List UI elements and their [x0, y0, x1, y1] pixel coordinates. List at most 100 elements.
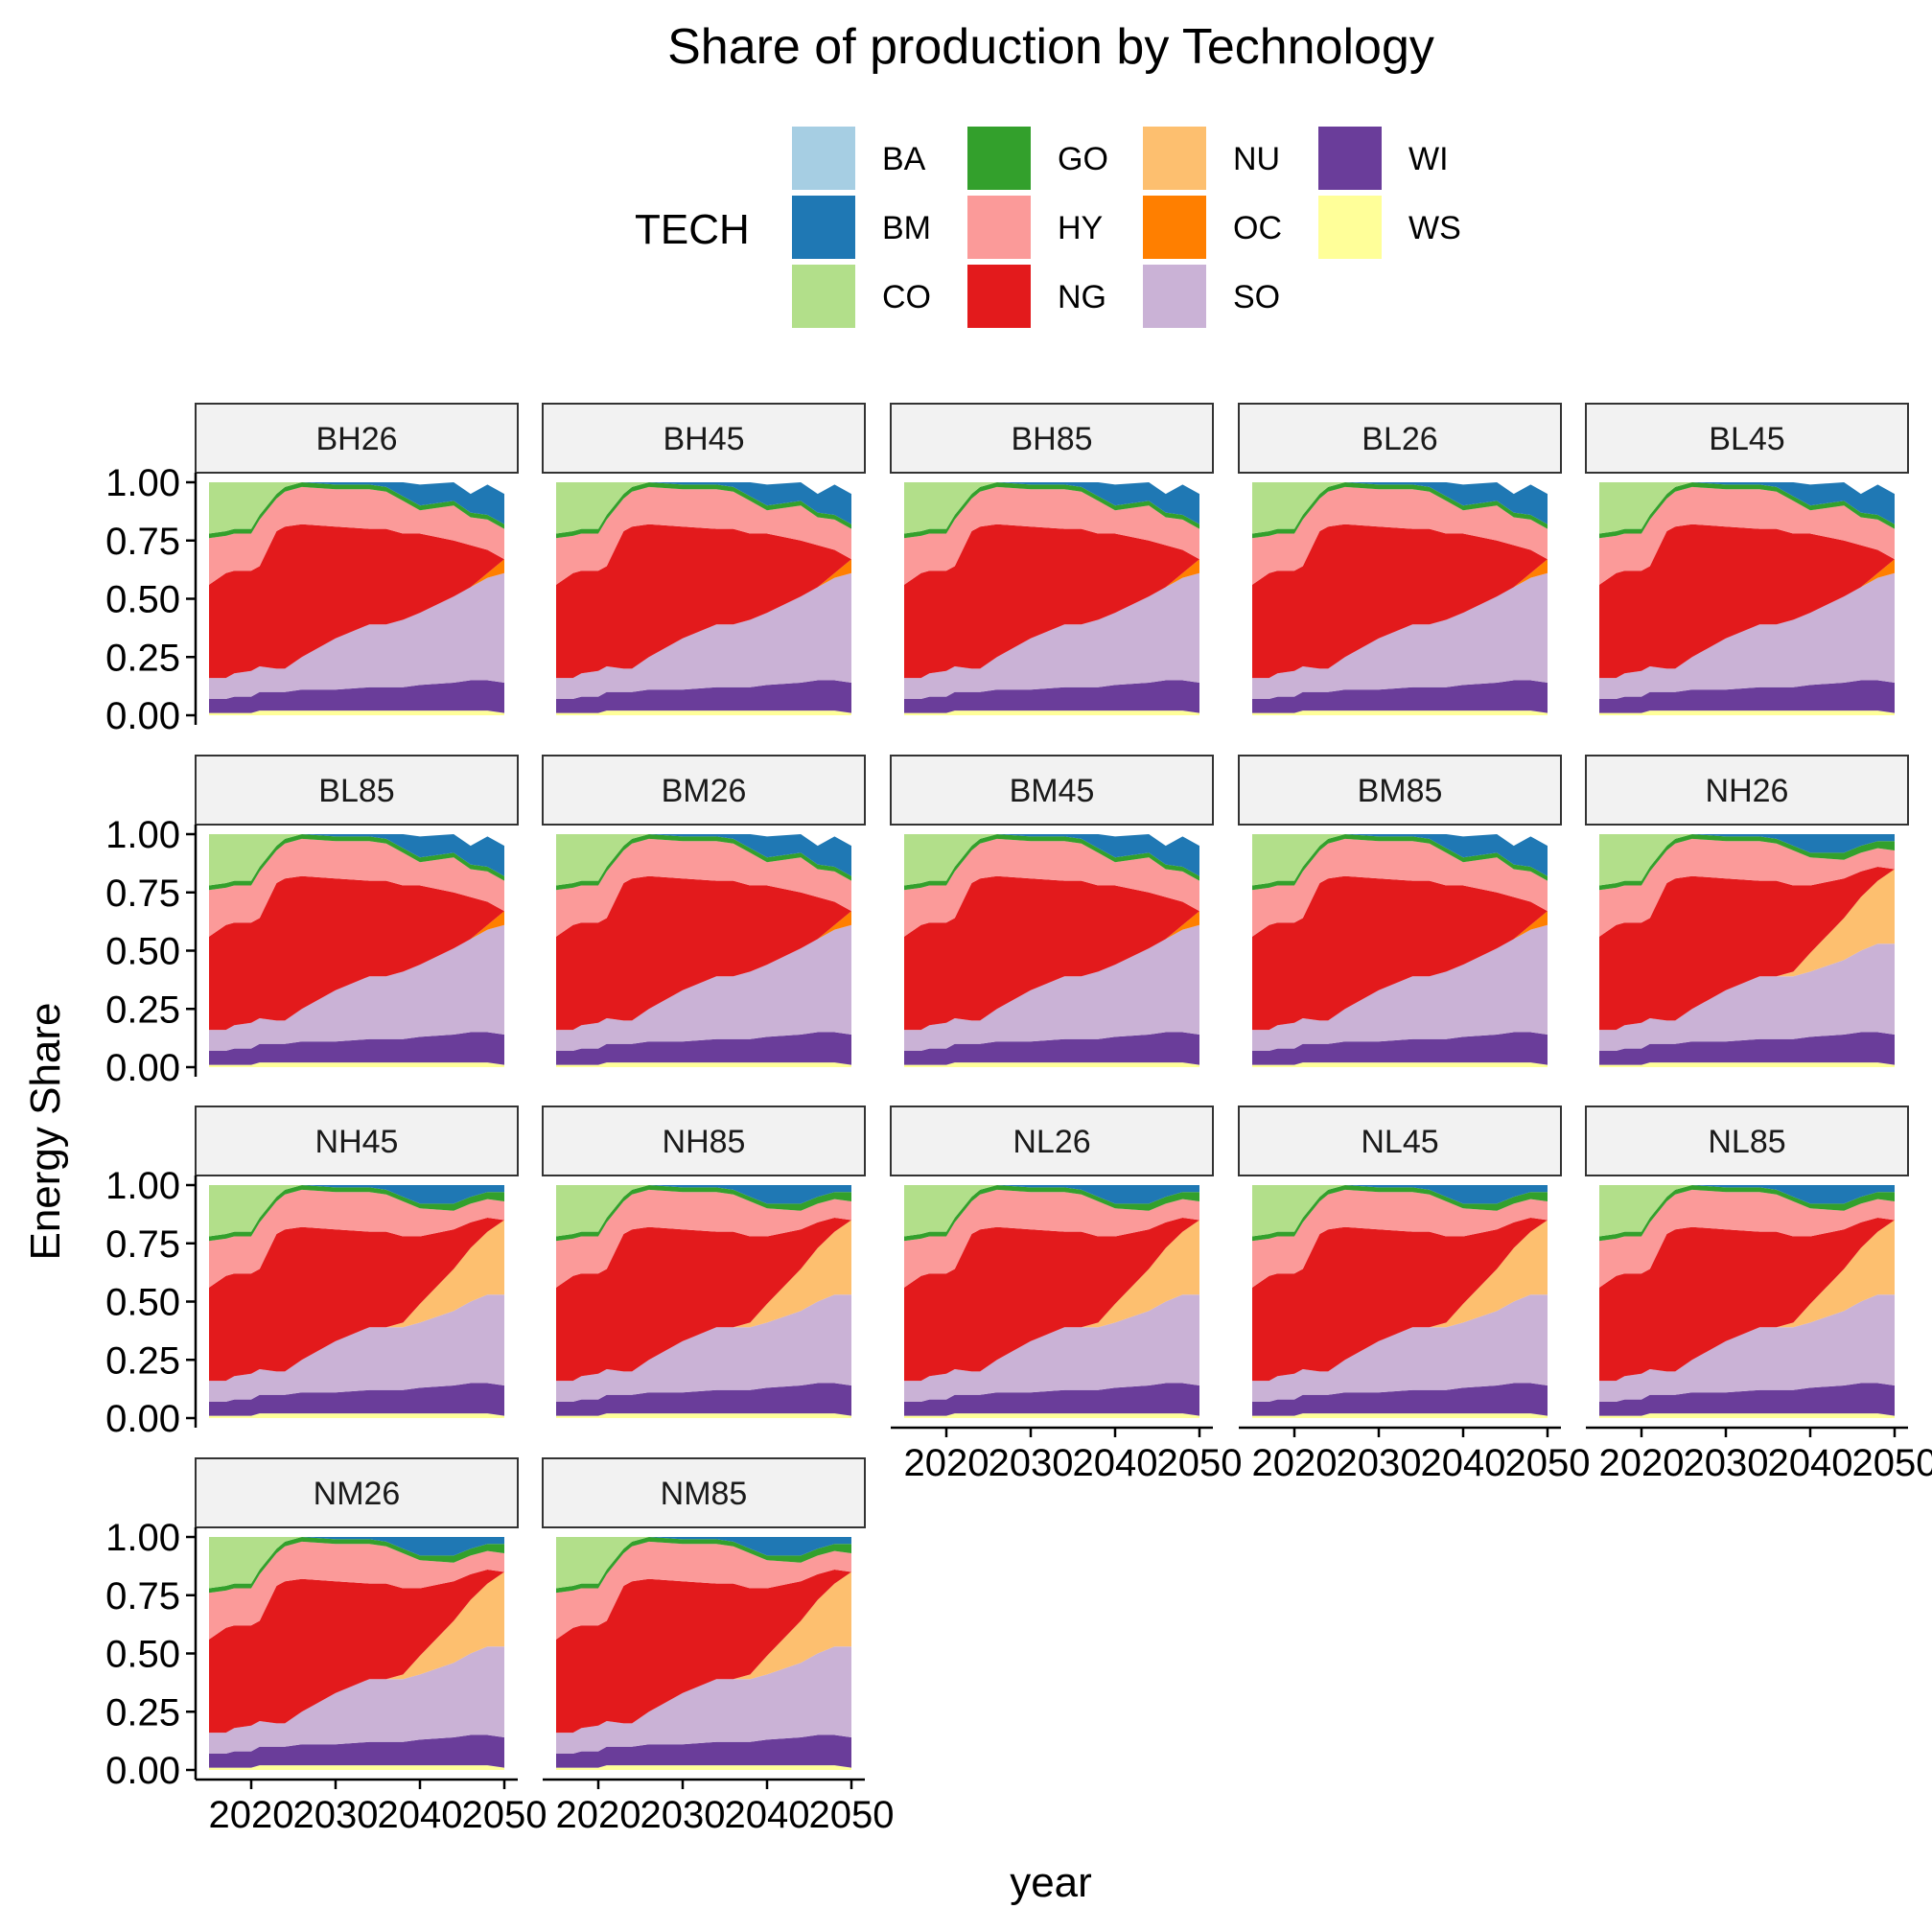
area-ng: [1252, 875, 1548, 1031]
area-co: [556, 482, 851, 534]
y-tick-label: 0.75: [105, 1223, 180, 1266]
legend-swatch-hy: [967, 196, 1031, 259]
area-go: [1599, 482, 1895, 539]
legend-item-nu: NU: [1143, 127, 1280, 190]
x-tick-label: 2020: [556, 1794, 641, 1836]
area-ws: [904, 1062, 1199, 1067]
y-tick-label: 0.50: [105, 1282, 180, 1324]
x-tick-label: 2030: [1337, 1442, 1422, 1484]
area-ws: [904, 710, 1199, 715]
legend-swatch-co: [792, 265, 855, 328]
area-ng: [1599, 867, 1895, 1031]
area-hy: [1252, 1189, 1548, 1288]
area-ng: [556, 524, 851, 679]
facet-panel-nh26: NH26: [1585, 755, 1909, 1067]
area-ng: [209, 1218, 504, 1382]
area-co: [209, 1537, 504, 1589]
area-go: [1252, 482, 1548, 539]
facet-strip: [195, 1106, 519, 1176]
y-tick-label: 0.50: [105, 579, 180, 621]
area-wi: [209, 1734, 504, 1768]
area-so: [1252, 924, 1548, 1051]
y-tick-label: 0.00: [105, 1398, 180, 1440]
facet-panel-bl85: BL85 0.00 0.25 0.50 0.75 1.00: [105, 755, 519, 1089]
area-ws: [1599, 710, 1895, 715]
area-bm: [209, 482, 504, 524]
area-bm: [904, 834, 1199, 876]
area-ng: [1599, 524, 1895, 679]
facet-panel-nh85: NH85: [542, 1106, 866, 1418]
area-go: [1599, 1185, 1895, 1242]
legend-item-co: CO: [792, 265, 931, 328]
y-tick-label: 0.75: [105, 1575, 180, 1618]
x-tick-label: 2030: [989, 1442, 1074, 1484]
legend-label-so: SO: [1233, 279, 1280, 315]
area-ws: [1599, 1413, 1895, 1418]
area-hy: [209, 838, 504, 937]
x-tick-label: 2030: [1684, 1442, 1769, 1484]
area-wi: [556, 680, 851, 713]
facet-strip: [1585, 1106, 1909, 1176]
facet-strip-label: NH45: [315, 1124, 399, 1160]
area-ws: [209, 1062, 504, 1067]
area-nu: [209, 1571, 504, 1734]
area-hy: [556, 838, 851, 937]
area-ws: [209, 1765, 504, 1770]
x-axis-title: year: [1010, 1859, 1092, 1906]
area-so: [556, 572, 851, 699]
facet-strip: [195, 403, 519, 474]
facet-strip: [1238, 755, 1562, 826]
area-wi: [1599, 680, 1895, 713]
legend-label-ws: WS: [1408, 210, 1461, 246]
y-tick-label: 1.00: [105, 462, 180, 504]
area-so: [209, 572, 504, 699]
y-tick-label: 0.75: [105, 873, 180, 915]
area-so: [1599, 943, 1895, 1051]
legend-swatch-ws: [1318, 196, 1382, 259]
area-ng: [556, 1218, 851, 1382]
area-bm: [1599, 482, 1895, 524]
x-tick-label: 2050: [1505, 1442, 1591, 1484]
area-go: [209, 1537, 504, 1594]
area-co: [556, 1537, 851, 1589]
legend-swatch-so: [1143, 265, 1206, 328]
legend-item-ng: NG: [967, 265, 1106, 328]
area-ws: [556, 1765, 851, 1770]
facet-strip-label: BH85: [1011, 421, 1092, 457]
area-go: [556, 1185, 851, 1242]
area-wi: [1252, 1383, 1548, 1416]
facet-strip-label: BM85: [1358, 773, 1443, 809]
area-wi: [556, 1383, 851, 1416]
legend-swatch-nu: [1143, 127, 1206, 190]
area-ng: [904, 1218, 1199, 1382]
x-tick-label: 2030: [640, 1794, 726, 1836]
facet-panel-nm26: NM26 0.00 0.25 0.50 0.75 1.00 2020 2030 2040 2050: [105, 1457, 547, 1836]
area-bm: [209, 834, 504, 876]
facet-strip: [542, 1106, 866, 1176]
facet-panel-bl45: BL45: [1585, 403, 1909, 715]
facet-strip-label: BL26: [1362, 421, 1437, 457]
legend-swatch-wi: [1318, 127, 1382, 190]
x-tick-label: 2040: [1421, 1442, 1506, 1484]
area-wi: [1252, 1032, 1548, 1065]
facet-panel-nm85: NM85 2020 2030 2040 2050: [542, 1457, 894, 1836]
area-ng: [556, 1570, 851, 1734]
x-tick-label: 2050: [1852, 1442, 1932, 1484]
area-ws: [1252, 710, 1548, 715]
area-co: [209, 482, 504, 534]
legend-label-ba: BA: [882, 141, 926, 177]
area-so: [556, 1646, 851, 1754]
area-hy: [904, 838, 1199, 937]
area-wi: [1599, 1383, 1895, 1416]
x-tick-label: 2040: [378, 1794, 463, 1836]
area-bm: [1252, 482, 1548, 524]
y-axis-title: Energy Share: [22, 1002, 69, 1260]
area-wi: [904, 1383, 1199, 1416]
area-so: [904, 1294, 1199, 1402]
area-co: [556, 1185, 851, 1237]
y-tick-label: 1.00: [105, 1165, 180, 1207]
area-hy: [904, 486, 1199, 585]
facet-strip: [195, 1457, 519, 1528]
y-tick-label: 0.50: [105, 931, 180, 973]
area-co: [1599, 834, 1895, 886]
